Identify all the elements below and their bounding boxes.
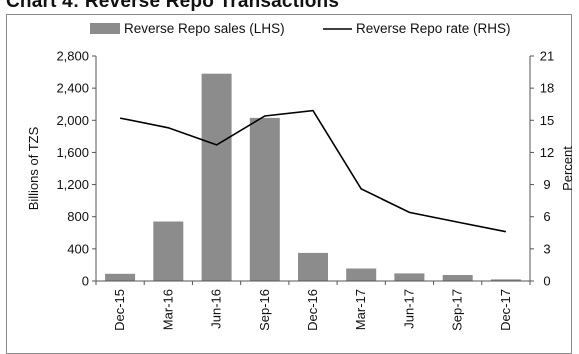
right-tick-label: 6 xyxy=(543,209,550,224)
chart-title: Chart 4: Reverse Repo Transactions xyxy=(6,0,340,12)
right-tick-label: 18 xyxy=(540,81,554,96)
plot-area: 0 400 800 1,200 1,600 2,000 2,400 2,800 0 3 6 9 12 15… xyxy=(26,49,575,331)
legend-bar-swatch xyxy=(90,23,120,34)
chart-title-strip: Chart 4: Reverse Repo Transactions xyxy=(0,0,579,14)
left-tick-label: 400 xyxy=(67,241,89,256)
left-tick-label: 2,800 xyxy=(56,49,89,64)
left-tick-label: 0 xyxy=(82,274,89,289)
right-tick-label: 0 xyxy=(543,274,550,289)
x-tick-label: Jun-17 xyxy=(401,289,416,329)
legend-line-label: Reverse Repo rate (RHS) xyxy=(356,21,511,36)
left-tick-label: 1,600 xyxy=(56,145,89,160)
right-tick-label: 21 xyxy=(540,49,554,64)
x-tick-label: Jun-16 xyxy=(209,289,224,329)
reverse-repo-chart: Reverse Repo sales (LHS) Reverse Repo rat… xyxy=(26,21,575,331)
x-tick-label: Mar-17 xyxy=(353,289,368,330)
bar-sep-17 xyxy=(442,275,473,281)
bar-mar-16 xyxy=(153,221,184,281)
right-tick-label: 3 xyxy=(543,241,550,256)
x-tick-label: Sep-17 xyxy=(450,289,465,331)
right-tick-label: 15 xyxy=(540,113,554,128)
left-tick-label: 2,000 xyxy=(56,113,89,128)
legend-bar-label: Reverse Repo sales (LHS) xyxy=(124,21,285,36)
left-axis-title: Billions of TZS xyxy=(26,126,41,210)
left-tick-label: 2,400 xyxy=(56,81,89,96)
bar-dec-17 xyxy=(490,279,521,281)
bar-mar-17 xyxy=(346,268,377,281)
left-tick-label: 800 xyxy=(67,209,89,224)
bar-sep-16 xyxy=(249,117,280,282)
x-tick-label: Mar-16 xyxy=(160,289,175,330)
bar-dec-15 xyxy=(105,273,136,281)
right-tick-label: 12 xyxy=(540,145,554,160)
right-axis-title: Percent xyxy=(560,146,575,191)
bar-jun-16 xyxy=(201,73,232,281)
x-tick-label: Dec-16 xyxy=(305,289,320,331)
right-tick-label: 9 xyxy=(543,177,550,192)
x-tick-label: Sep-16 xyxy=(257,289,272,331)
legend: Reverse Repo sales (LHS) Reverse Repo rat… xyxy=(90,21,511,36)
x-tick-label: Dec-15 xyxy=(112,289,127,331)
bar-dec-16 xyxy=(298,252,328,281)
left-tick-label: 1,200 xyxy=(56,177,89,192)
bar-jun-17 xyxy=(394,273,425,281)
x-tick-label: Dec-17 xyxy=(498,289,513,331)
rate-line xyxy=(119,109,507,233)
